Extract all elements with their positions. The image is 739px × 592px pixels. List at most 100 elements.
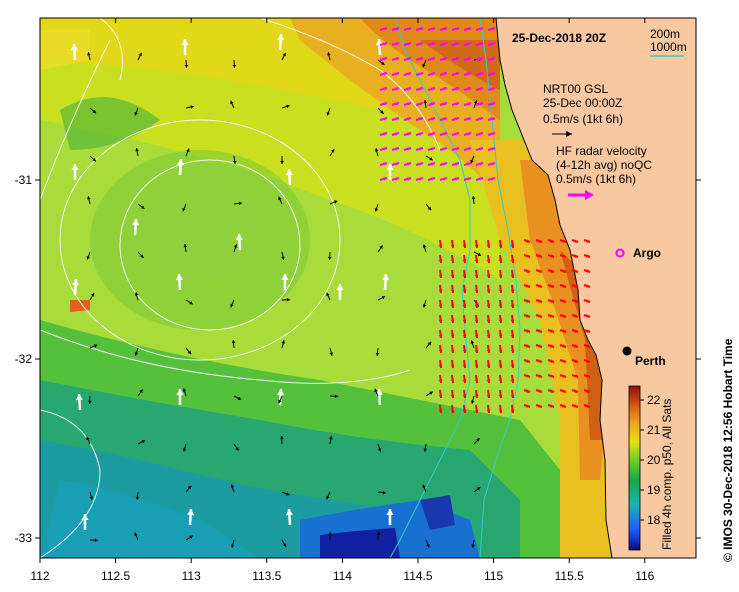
vector-arrow-icon <box>559 269 567 273</box>
model-legend-time: 25-Dec 00:00Z <box>543 96 622 110</box>
vector-arrow-icon <box>403 162 412 166</box>
vector-arrow-icon <box>510 269 515 279</box>
vector-arrow-icon <box>475 132 484 136</box>
vector-arrow-icon <box>462 404 467 414</box>
vector-arrow-icon <box>450 284 455 294</box>
vector-arrow-icon <box>535 314 543 318</box>
vector-arrow-icon <box>89 538 99 543</box>
colorbar-tick-label: 19 <box>647 483 661 497</box>
vector-arrow-icon <box>187 508 195 526</box>
vector-arrow-icon <box>583 284 591 288</box>
vector-arrow-icon <box>277 33 285 51</box>
vector-arrow-icon <box>391 132 400 136</box>
vector-arrow-icon <box>473 486 481 493</box>
vector-arrow-icon <box>559 284 567 288</box>
vector-arrow-icon <box>422 244 427 253</box>
vector-arrow-icon <box>233 201 243 206</box>
vector-arrow-icon <box>89 491 94 500</box>
vector-arrow-icon <box>510 239 515 249</box>
vector-arrow-icon <box>379 27 388 31</box>
map-frame <box>39 17 697 559</box>
vector-arrow-icon <box>185 485 192 493</box>
vector-arrow-icon <box>547 299 555 303</box>
vector-arrow-icon <box>439 147 448 151</box>
vector-arrow-icon <box>474 389 479 399</box>
vector-arrow-icon <box>463 102 472 106</box>
vector-arrow-icon <box>327 52 331 61</box>
vector-arrow-icon <box>438 374 443 384</box>
vector-arrow-icon <box>132 218 140 236</box>
vector-arrow-icon <box>377 245 384 253</box>
vector-arrow-icon <box>425 539 430 548</box>
vector-arrow-icon <box>510 344 515 354</box>
vector-arrow-icon <box>415 147 424 151</box>
vector-arrow-icon <box>439 72 448 76</box>
vector-arrow-icon <box>439 57 448 61</box>
vector-arrow-icon <box>375 388 383 406</box>
vector-arrow-icon <box>425 341 432 349</box>
vector-arrow-icon <box>326 107 331 116</box>
vector-arrow-icon <box>571 404 579 408</box>
vector-arrow-icon <box>450 299 455 309</box>
vector-arrow-icon <box>375 347 380 357</box>
vector-arrow-icon <box>463 177 472 181</box>
vector-arrow-icon <box>89 292 95 301</box>
vector-arrow-icon <box>487 177 496 181</box>
vector-arrow-icon <box>281 491 290 496</box>
vector-arrow-icon <box>379 57 388 61</box>
vector-arrow-icon <box>403 132 412 136</box>
vector-arrow-icon <box>498 404 503 414</box>
colorbar <box>628 385 641 551</box>
vector-arrow-icon <box>230 539 235 548</box>
vector-arrow-icon <box>583 374 591 378</box>
vector-arrow-icon <box>450 359 455 369</box>
vector-arrow-icon <box>415 72 424 76</box>
y-axis: -31 -32 -33 <box>15 173 701 545</box>
vector-arrow-icon <box>326 292 331 301</box>
vector-arrow-icon <box>450 329 455 339</box>
vector-arrow-icon <box>547 284 555 288</box>
vector-arrow-icon <box>486 374 491 384</box>
y-tick-label: -32 <box>15 352 33 366</box>
vector-arrow-icon <box>583 389 591 393</box>
vector-arrow-icon <box>523 299 531 303</box>
vector-arrow-icon <box>425 155 434 161</box>
colorbar-tick-label: 21 <box>647 423 661 437</box>
vector-arrow-icon <box>233 244 238 253</box>
map-title: 25-Dec-2018 20Z <box>512 31 606 45</box>
vector-arrow-icon <box>377 295 386 301</box>
vector-arrow-icon <box>425 391 434 397</box>
vector-arrow-icon <box>427 177 436 181</box>
vector-arrow-icon <box>134 292 139 301</box>
vector-arrow-icon <box>559 299 567 303</box>
vector-arrow-icon <box>559 314 567 318</box>
vector-arrow-icon <box>463 147 472 151</box>
vector-arrow-icon <box>510 329 515 339</box>
vector-arrow-icon <box>427 42 436 46</box>
vector-arrow-icon <box>89 155 97 162</box>
vector-arrow-icon <box>463 87 472 91</box>
vector-arrow-icon <box>134 347 139 356</box>
vector-arrow-icon <box>329 394 339 399</box>
vector-arrow-icon <box>498 359 503 369</box>
vector-arrow-icon <box>438 404 443 414</box>
vector-arrow-icon <box>415 102 424 106</box>
x-tick-label: 114.5 <box>403 569 432 583</box>
vector-arrow-icon <box>439 102 448 106</box>
vector-arrow-icon <box>470 395 475 404</box>
vector-arrow-icon <box>71 164 79 180</box>
vector-arrow-icon <box>474 359 479 369</box>
vector-arrow-icon <box>474 299 479 309</box>
vector-arrow-icon <box>422 299 427 308</box>
vector-arrow-icon <box>185 299 194 305</box>
vector-arrow-icon <box>462 239 467 249</box>
vector-arrow-icon <box>183 244 188 253</box>
vector-arrow-icon <box>474 284 479 294</box>
vector-arrow-icon <box>510 359 515 369</box>
vector-arrow-icon <box>281 104 290 109</box>
vector-arrow-icon <box>510 314 515 324</box>
vector-arrow-icon <box>377 59 385 66</box>
colorbar-tick-label: 22 <box>647 393 661 407</box>
vector-arrow-icon <box>547 269 555 273</box>
vector-arrow-icon <box>176 389 184 405</box>
